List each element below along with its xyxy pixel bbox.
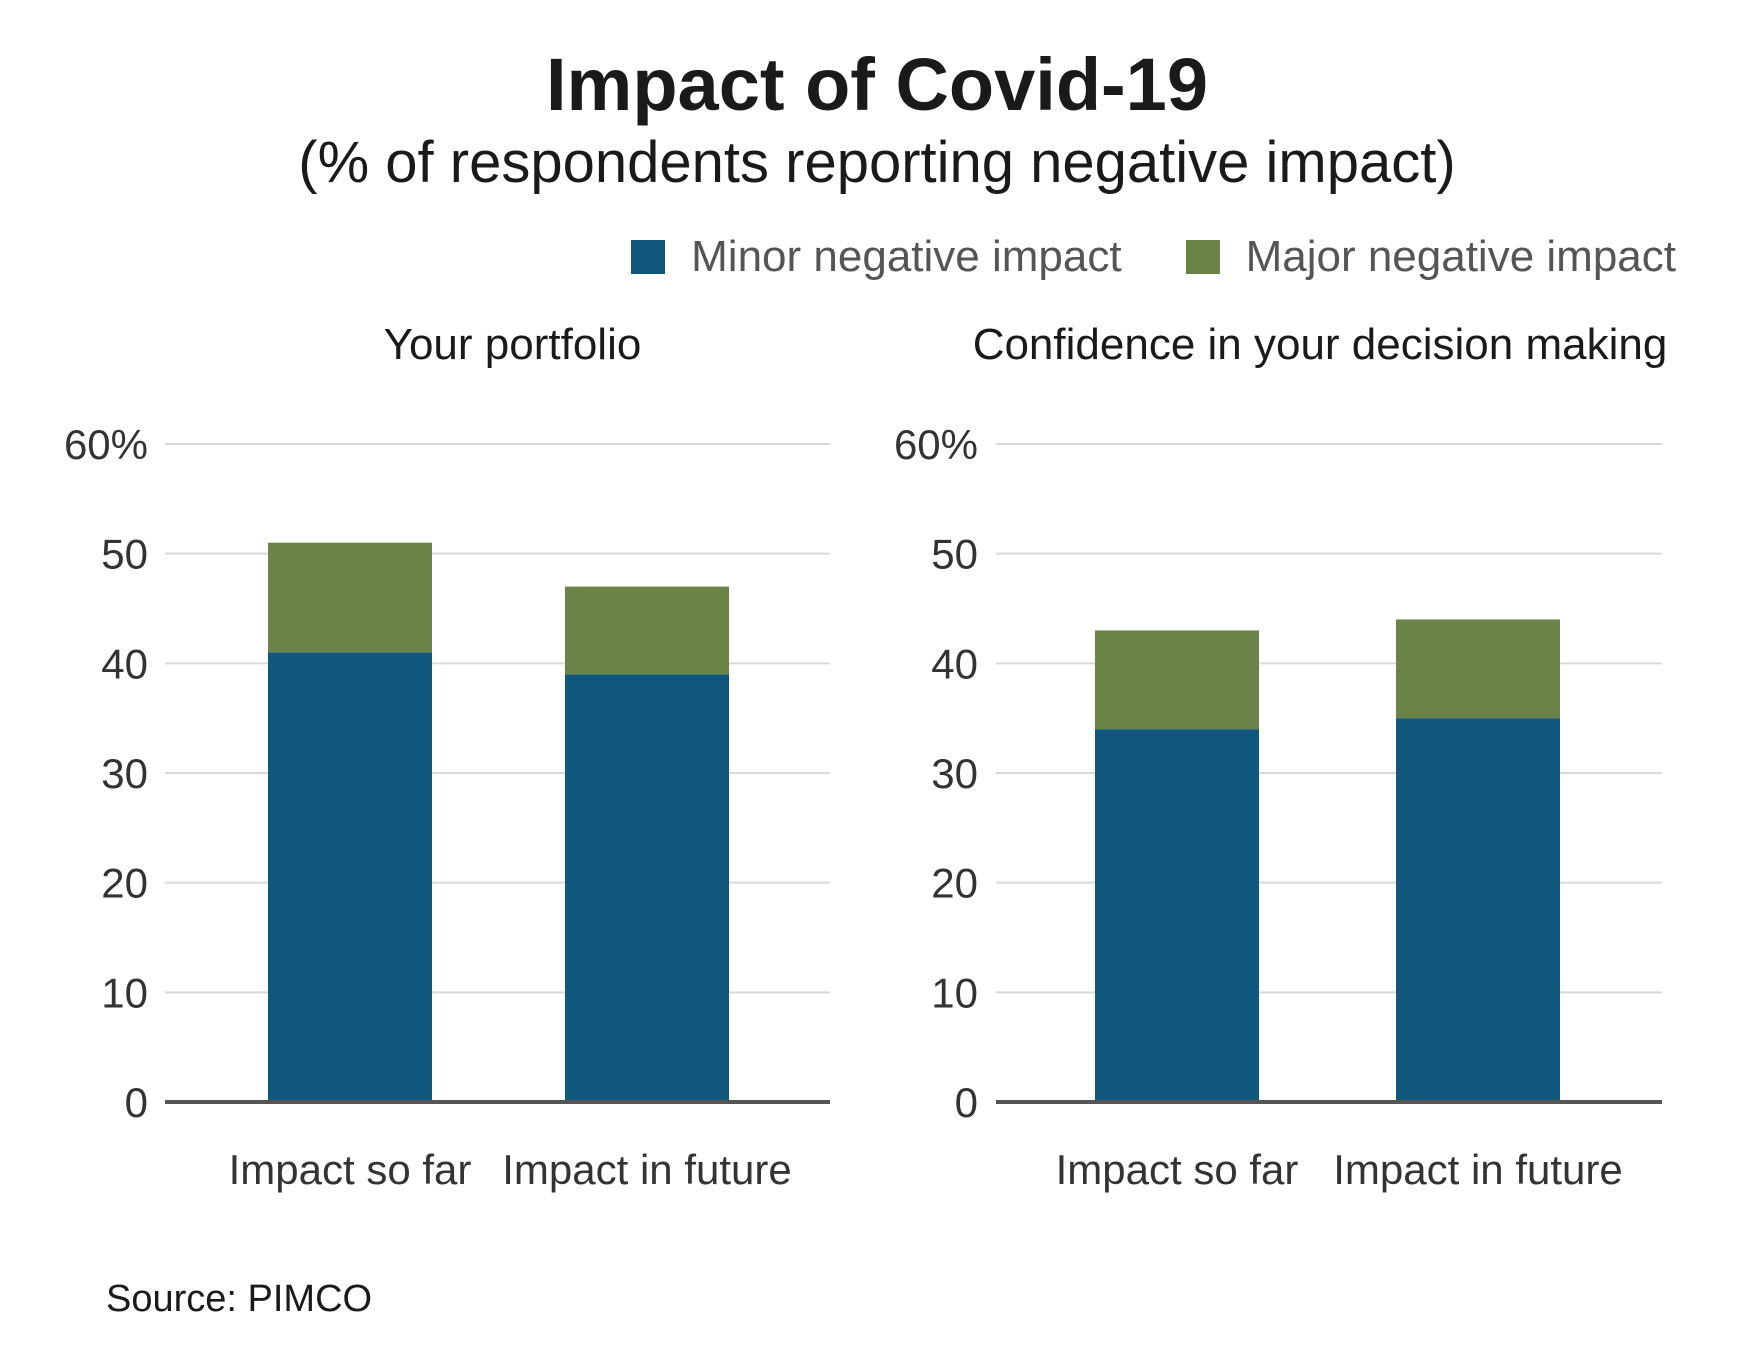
bar-minor-1-0 (1095, 729, 1259, 1102)
bar-major-0-0 (268, 542, 432, 653)
y-tick-label: 60% (64, 421, 148, 468)
legend-swatch-major (1185, 240, 1220, 274)
legend-label-minor: Minor negative impact (691, 232, 1122, 281)
bar-major-0-1 (565, 586, 729, 675)
legend: Minor negative impact Major negative imp… (567, 232, 1676, 282)
x-tick-label: Impact in future (502, 1146, 791, 1193)
bar-minor-1-1 (1396, 718, 1560, 1102)
x-tick-label: Impact so far (229, 1146, 472, 1193)
y-tick-label: 0 (125, 1079, 148, 1126)
panel-title-portfolio: Your portfolio (383, 320, 642, 369)
legend-item-minor: Minor negative impact (631, 232, 1122, 282)
source-note: Source: PIMCO (106, 1278, 373, 1320)
bar-major-1-0 (1095, 630, 1259, 730)
panel-title-confidence: Confidence in your decision making (972, 320, 1668, 369)
legend-label-major: Major negative impact (1245, 232, 1676, 281)
y-tick-label: 20 (101, 860, 148, 907)
y-tick-label: 50 (101, 531, 148, 578)
y-tick-label: 40 (101, 640, 148, 687)
chart-title: Impact of Covid-19 (546, 43, 1208, 126)
legend-item-major: Major negative impact (1185, 232, 1676, 282)
y-tick-label: 0 (955, 1079, 978, 1126)
legend-swatch-minor (631, 240, 666, 274)
y-tick-label: 30 (931, 750, 978, 797)
bar-minor-0-0 (268, 652, 432, 1102)
y-tick-label: 40 (931, 640, 978, 687)
bar-major-1-1 (1396, 619, 1560, 719)
y-tick-label: 10 (101, 969, 148, 1016)
chart-subtitle: (% of respondents reporting negative imp… (298, 130, 1456, 195)
y-tick-label: 10 (931, 969, 978, 1016)
bar-minor-0-1 (565, 674, 729, 1102)
y-tick-label: 20 (931, 860, 978, 907)
x-tick-label: Impact so far (1056, 1146, 1299, 1193)
y-tick-label: 30 (101, 750, 148, 797)
x-tick-label: Impact in future (1333, 1146, 1622, 1193)
y-tick-label: 50 (931, 531, 978, 578)
y-tick-label: 60% (894, 421, 978, 468)
